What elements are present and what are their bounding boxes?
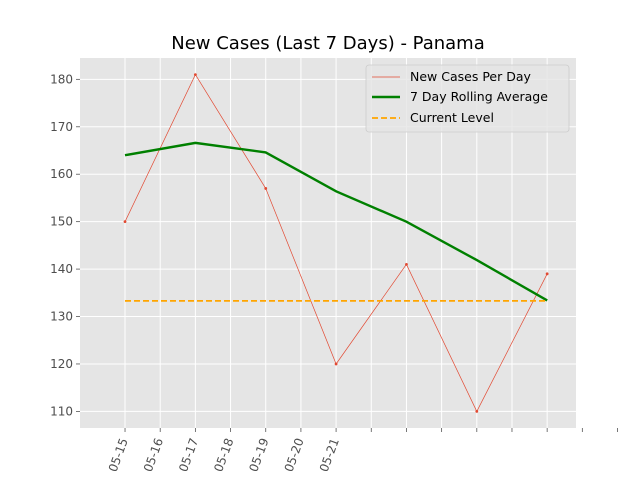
x-tick-label: 05-16 [141,436,166,474]
data-point [123,220,127,224]
legend-label-current: Current Level [410,110,494,125]
grid [80,58,619,428]
y-tick-label: 170 [50,120,73,134]
x-tick-label: 05-18 [211,436,236,474]
y-tick-label: 140 [50,262,73,276]
data-point [475,409,479,413]
legend: New Cases Per Day 7 Day Rolling Average … [365,64,570,133]
series-layer [123,73,549,413]
data-point [405,262,408,266]
y-tick-label: 130 [50,310,73,324]
legend-label-rolling: 7 Day Rolling Average [410,89,548,104]
data-point [264,187,268,190]
y-tick-label: 160 [50,167,73,181]
data-point [334,362,338,366]
data-point [193,73,197,77]
data-point [545,272,549,276]
legend-box [365,64,570,133]
y-tick-label: 180 [50,72,73,86]
chart-title: New Cases (Last 7 Days) - Panama [171,33,485,54]
x-tick-label: 05-15 [106,436,131,474]
x-tick-label: 05-19 [246,436,271,474]
series-line-1 [124,141,548,302]
y-axis: 110 120 130 140 150 160 170 180 [50,72,80,418]
x-axis: 05-15 05-16 05-17 05-18 05-19 05-20 05-21 [106,428,618,474]
y-tick-label: 120 [50,357,73,371]
y-tick-label: 110 [50,404,73,418]
legend-label-daily: New Cases Per Day [410,69,531,84]
x-tick-label: 05-20 [282,436,307,474]
x-tick-label: 05-17 [176,436,201,474]
x-tick-label: 05-21 [317,436,342,474]
y-tick-label: 150 [50,215,73,229]
